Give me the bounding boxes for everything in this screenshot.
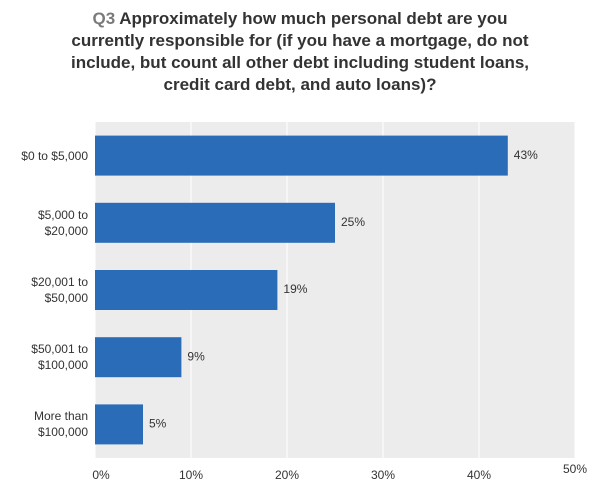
title-prefix: Q3: [92, 9, 116, 28]
bar: [95, 270, 278, 310]
bar: [95, 337, 182, 378]
value-label: 19%: [283, 282, 307, 296]
x-tick-label: 50%: [563, 462, 587, 476]
value-label: 43%: [514, 148, 538, 162]
y-tick-label: $50,001 to $100,000: [31, 342, 88, 373]
value-label: 5%: [149, 417, 167, 431]
chart-title-block: Q3 Approximately how much personal debt …: [70, 8, 530, 96]
y-tick-label: $0 to $5,000: [21, 148, 88, 163]
x-tick-label: 20%: [275, 468, 299, 482]
x-tick-label: 30%: [371, 468, 395, 482]
x-tick-label: 40%: [467, 468, 491, 482]
y-tick-label: $20,001 to $50,000: [31, 275, 88, 305]
bar: [95, 404, 143, 445]
x-tick-label: 0%: [92, 468, 110, 482]
bar: [95, 135, 508, 176]
value-label: 25%: [341, 215, 365, 229]
value-label: 9%: [187, 349, 205, 363]
bar: [95, 202, 335, 243]
chart-title: Approximately how much personal debt are…: [70, 9, 530, 94]
y-tick-label: $5,000 to $20,000: [37, 207, 88, 238]
y-tick-label: More than $100,000: [33, 409, 88, 440]
x-tick-label: 10%: [179, 468, 203, 482]
